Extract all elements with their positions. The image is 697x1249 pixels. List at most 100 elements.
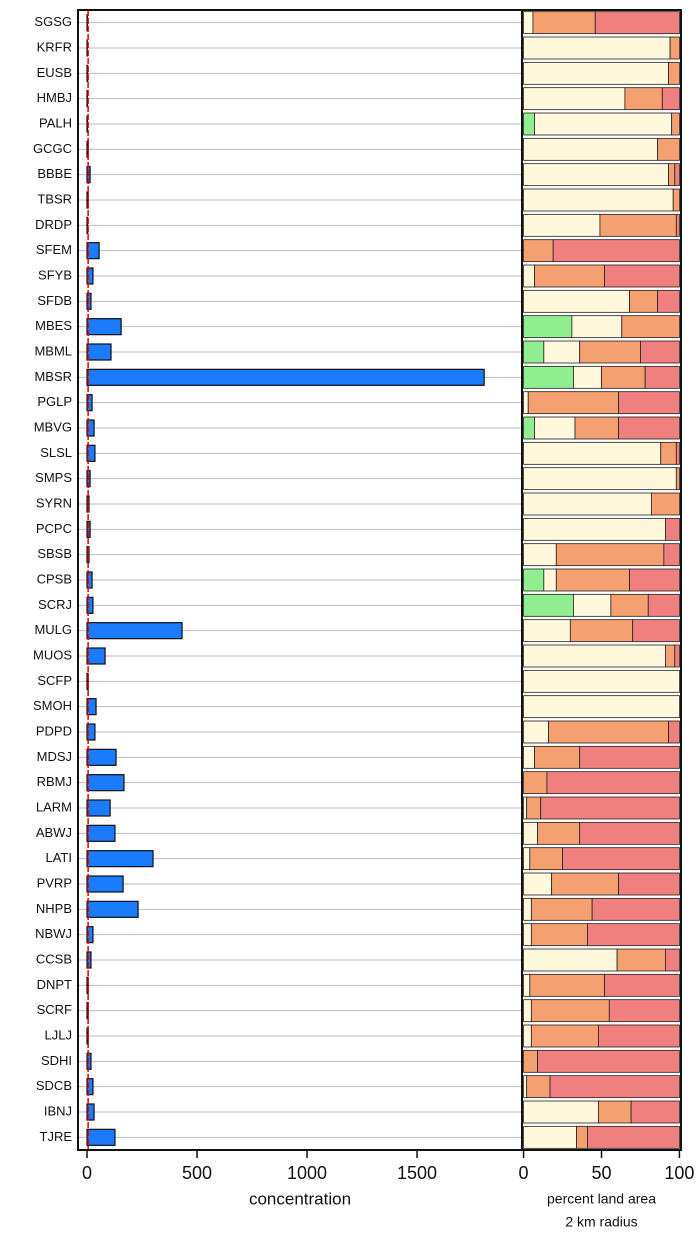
y-tick-label: EUSB <box>37 65 72 80</box>
bar <box>86 267 94 285</box>
stacked-segment <box>587 923 680 947</box>
stacked-segment <box>523 619 571 643</box>
bar <box>86 900 139 918</box>
stacked-segment <box>523 340 545 364</box>
bar <box>86 1128 116 1146</box>
stacked-segment <box>523 1125 577 1149</box>
y-tick-label: ABWJ <box>36 825 72 840</box>
y-tick-label: MBES <box>35 318 72 333</box>
stacked-segment <box>543 340 581 364</box>
bar <box>86 672 89 690</box>
bar <box>86 343 112 361</box>
stacked-segment <box>523 669 680 693</box>
stacked-segment <box>551 872 620 896</box>
stacked-segment <box>523 137 659 161</box>
stacked-segment <box>594 11 680 35</box>
stacked-segment <box>523 36 671 60</box>
bar <box>86 571 93 589</box>
stacked-segment <box>529 847 563 871</box>
bar <box>86 951 92 969</box>
y-tick-label: SCRJ <box>38 597 72 612</box>
stacked-segment <box>630 1100 680 1124</box>
y-tick-label: CCSB <box>36 951 72 966</box>
stacked-segment <box>661 87 680 111</box>
stacked-segment <box>668 720 680 744</box>
bar <box>86 1052 92 1070</box>
stacked-segment <box>608 999 680 1023</box>
stacked-segment <box>523 948 618 972</box>
y-tick-label: SLSL <box>40 445 72 460</box>
stacked-segment <box>562 847 680 871</box>
stacked-segment <box>610 593 649 617</box>
stacked-segment <box>523 1100 599 1124</box>
stacked-segment <box>523 517 666 541</box>
stacked-segment <box>523 163 669 187</box>
stacked-segment <box>530 923 588 947</box>
y-tick-label: SBSB <box>37 546 72 561</box>
y-tick-label: MUOS <box>33 647 72 662</box>
stacked-segment <box>534 745 581 769</box>
stacked-segment <box>523 416 535 440</box>
y-tick-label: SFDB <box>37 293 72 308</box>
stacked-segment <box>532 11 596 35</box>
stacked-segment <box>537 821 581 845</box>
stacked-segment <box>674 644 680 668</box>
stacked-segment <box>555 543 665 567</box>
y-tick-label: TBSR <box>37 191 72 206</box>
stacked-segment <box>591 897 680 921</box>
x-tick-label: 500 <box>182 1163 212 1183</box>
stacked-segment <box>523 213 601 237</box>
y-tick-label: NHPB <box>36 901 72 916</box>
x-tick-label: 100 <box>664 1163 694 1183</box>
y-tick-label: GCGC <box>33 141 72 156</box>
y-tick-label: KRFR <box>37 39 72 54</box>
stacked-segment <box>624 87 663 111</box>
stacked-segment <box>675 467 680 491</box>
stacked-segment <box>657 289 680 313</box>
bar <box>86 875 124 893</box>
bar <box>86 723 96 741</box>
stacked-segment <box>534 112 673 136</box>
stacked-segment <box>629 289 659 313</box>
stacked-segment <box>523 695 680 719</box>
y-tick-label: DRDP <box>35 217 72 232</box>
stacked-segment <box>529 973 606 997</box>
stacked-segment <box>523 441 662 465</box>
stacked-segment <box>523 973 531 997</box>
stacked-segment <box>597 1024 680 1048</box>
stacked-segment <box>523 87 626 111</box>
stacked-segment <box>534 416 576 440</box>
y-tick-label: MBML <box>34 343 72 358</box>
stacked-segment <box>660 441 677 465</box>
stacked-segment <box>555 568 630 592</box>
stacked-segment <box>640 340 680 364</box>
bar <box>86 926 94 944</box>
stacked-segment <box>604 973 680 997</box>
stacked-segment <box>523 467 677 491</box>
bar <box>86 774 125 792</box>
y-tick-label: MDSJ <box>37 749 72 764</box>
bar <box>86 824 116 842</box>
stacked-segment <box>672 188 680 212</box>
y-tick-label: MBSR <box>34 369 72 384</box>
y-tick-label: SDHI <box>41 1053 72 1068</box>
stacked-segment <box>665 948 680 972</box>
stacked-segment <box>573 593 612 617</box>
stacked-segment <box>669 36 680 60</box>
stacked-segment <box>526 1075 551 1099</box>
stacked-segment <box>523 391 529 415</box>
y-tick-label: SCRF <box>37 1002 72 1017</box>
y-tick-label: TJRE <box>40 1129 73 1144</box>
y-tick-label: SFEM <box>36 242 72 257</box>
stacked-segment <box>523 264 535 288</box>
stacked-segment <box>671 112 680 136</box>
stacked-segment <box>523 315 573 339</box>
stacked-segment <box>621 315 680 339</box>
stacked-segment <box>523 821 538 845</box>
stacked-segment <box>552 239 680 263</box>
stacked-segment <box>618 391 680 415</box>
y-tick-label: MBVG <box>34 419 72 434</box>
stacked-segment <box>523 720 549 744</box>
y-tick-label: PGLP <box>37 394 72 409</box>
